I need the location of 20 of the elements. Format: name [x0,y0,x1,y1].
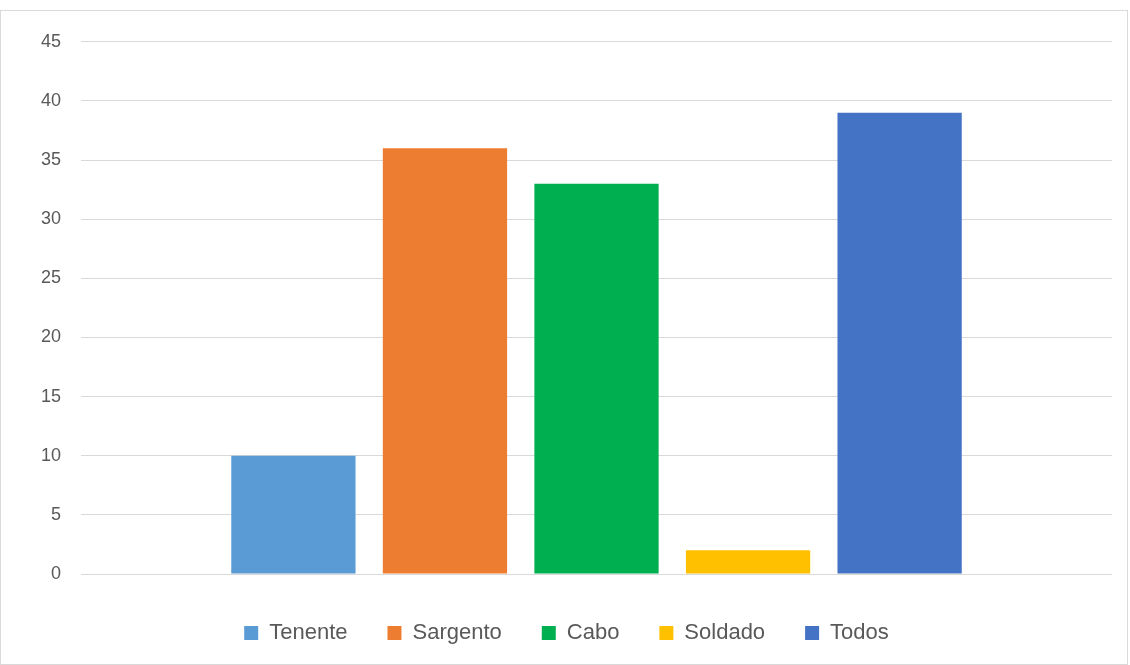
y-tick-label: 40 [40,89,62,110]
y-tick-label: 15 [40,385,62,406]
bar [534,183,659,574]
bar [231,455,356,574]
y-tick-label: 30 [40,208,62,229]
y-tick-label: 0 [51,562,62,583]
bar [685,550,811,574]
y-tick-label: 10 [40,444,62,465]
legend-label: Cabo [566,619,620,645]
y-tick-label: 20 [40,326,62,347]
legend-label: Tenente [269,619,348,645]
legend-label: Todos [830,619,889,645]
y-tick-label: 5 [51,503,62,524]
bar [382,148,508,574]
y-tick-label: 45 [40,30,62,51]
y-tick-label: 35 [40,149,62,170]
legend-label: Sargento [412,619,502,645]
y-tick-label: 25 [40,267,62,288]
legend-label: Soldado [684,619,766,645]
bar [837,112,962,574]
